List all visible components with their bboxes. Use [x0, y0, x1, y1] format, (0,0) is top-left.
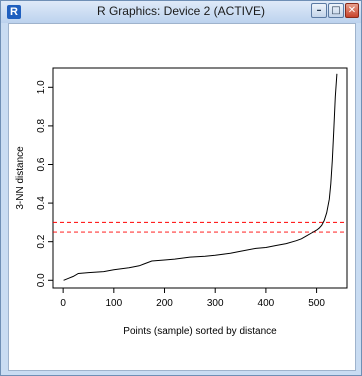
knn-distance-chart: 0 100 200 300 400 500 0.0 0.2 0.4 0.6 0.8 1.0 Points… [15, 67, 348, 337]
title-bar[interactable]: R R Graphics: Device 2 (ACTIVE) – □ ✕ [1, 1, 361, 23]
x-tick-label: 200 [156, 298, 173, 309]
x-tick-label: 300 [207, 298, 224, 309]
y-tick-label: 0.8 [36, 119, 47, 133]
plot-frame [52, 67, 348, 289]
close-icon: ✕ [347, 5, 357, 16]
y-tick-label: 0.4 [36, 196, 47, 210]
x-tick-label: 100 [105, 298, 122, 309]
minimize-icon: – [316, 5, 322, 16]
close-button[interactable]: ✕ [345, 3, 359, 18]
maximize-button[interactable]: □ [328, 3, 344, 18]
y-tick-label: 0.2 [36, 234, 47, 248]
x-tick-label: 500 [308, 298, 325, 309]
minimize-button[interactable]: – [311, 3, 327, 18]
x-axis-label: Points (sample) sorted by distance [123, 326, 277, 337]
maximize-icon: □ [331, 5, 341, 16]
window-title: R Graphics: Device 2 (ACTIVE) [96, 4, 266, 18]
y-tick-label: 0.6 [36, 157, 47, 171]
x-tick-label: 400 [258, 298, 275, 309]
plot-area: 0 100 200 300 400 500 0.0 0.2 0.4 0.6 0.8 1.0 Points… [8, 23, 356, 371]
knn-distance-line [63, 73, 338, 281]
r-icon: R [7, 5, 21, 19]
y-axis-label: 3-NN distance [15, 146, 26, 210]
y-tick-label: 0.0 [36, 273, 47, 287]
x-tick-label: 0 [60, 298, 66, 309]
y-tick-label: 1.0 [36, 80, 47, 94]
